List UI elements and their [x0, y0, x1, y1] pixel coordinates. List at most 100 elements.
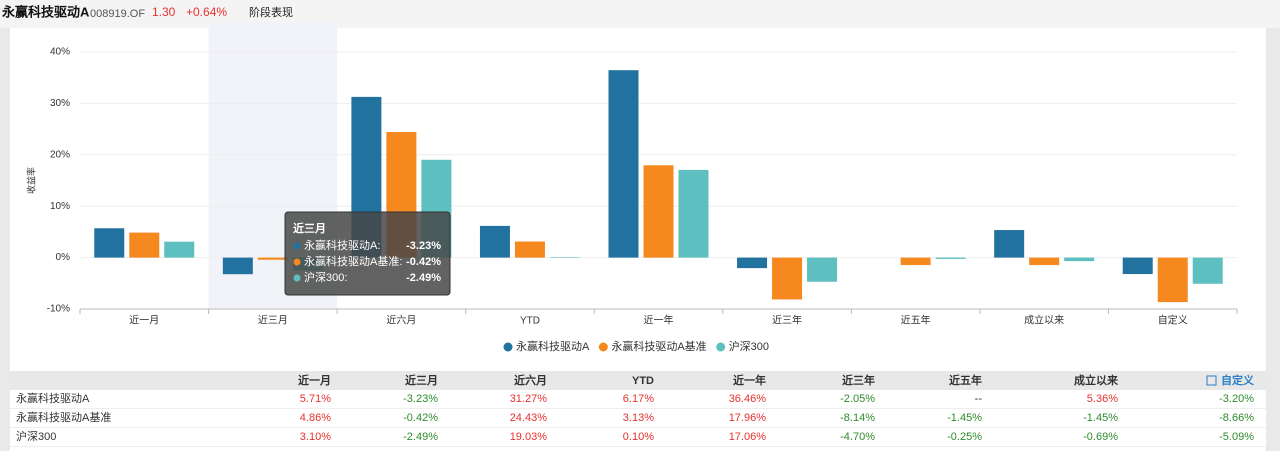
bar [164, 241, 195, 258]
tooltip-label: 永赢科技驱动A: [304, 238, 380, 252]
bar [1029, 257, 1060, 266]
tooltip-value: -0.42% [406, 256, 441, 268]
table-cell: 3.10% [300, 431, 331, 443]
tooltip-title: 近三月 [293, 221, 326, 235]
table-row-name: 沪深300 [16, 429, 56, 443]
x-tick-label: YTD [520, 316, 540, 327]
y-axis-label: 收益率 [25, 167, 36, 194]
bar [549, 257, 580, 258]
table-cell: -1.45% [1083, 412, 1118, 424]
table-cell: 17.96% [729, 412, 767, 424]
bar [1192, 257, 1223, 284]
bar [807, 257, 838, 282]
table-cell: -2.49% [403, 431, 438, 443]
y-tick-label: 10% [50, 201, 70, 212]
table-header: 成立以来 [1074, 373, 1119, 387]
x-tick-label: 自定义 [1158, 314, 1188, 327]
table-cell: -5.09% [1219, 431, 1254, 443]
table-cell: -0.42% [403, 412, 438, 424]
table-cell: -0.25% [947, 431, 982, 443]
y-tick-label: -10% [47, 304, 70, 315]
table-cell: -8.66% [1219, 412, 1254, 424]
bar [678, 169, 709, 258]
x-tick-label: 近六月 [386, 314, 416, 327]
bar [1122, 257, 1153, 275]
bar [1157, 257, 1188, 303]
tooltip-value: -3.23% [406, 240, 441, 252]
x-tick-label: 近三年 [772, 314, 802, 327]
legend-label[interactable]: 永赢科技驱动A基准 [611, 339, 706, 353]
table-cell: 24.43% [510, 412, 548, 424]
table-row-name: 永赢科技驱动A [16, 391, 90, 405]
table-header-bg [10, 371, 1266, 390]
legend-label[interactable]: 沪深300 [729, 339, 769, 353]
tooltip-label: 永赢科技驱动A基准: [304, 254, 402, 268]
y-tick-label: 0% [56, 252, 71, 263]
table-header: 近一月 [298, 373, 331, 387]
bar [129, 232, 160, 258]
table-cell: 5.36% [1087, 393, 1118, 405]
table-header: 近三月 [405, 373, 438, 387]
bar [643, 165, 674, 258]
tab[interactable]: 阶段表现 [249, 5, 293, 19]
tooltip-marker [293, 258, 301, 266]
table-cell: 3.13% [623, 412, 654, 424]
table-cell: -1.45% [947, 412, 982, 424]
legend-marker [598, 342, 608, 352]
y-tick-label: 30% [50, 98, 70, 109]
bar [935, 257, 966, 259]
bar [772, 257, 803, 300]
table-header: 近三年 [842, 373, 875, 387]
legend-marker [503, 342, 513, 352]
x-tick-label: 近一月 [129, 314, 159, 327]
table-row-name: 永赢科技驱动A基准 [16, 410, 111, 424]
bar [257, 257, 288, 260]
tooltip-marker [293, 274, 301, 282]
table-cell: -3.23% [403, 393, 438, 405]
table-cell: 36.46% [729, 393, 767, 405]
table-header: YTD [632, 375, 654, 387]
table-cell: 6.17% [623, 393, 654, 405]
bar [1064, 257, 1095, 262]
table-header: 近六月 [514, 373, 547, 387]
tooltip-value: -2.49% [406, 272, 441, 284]
table-header[interactable]: 自定义 [1221, 373, 1255, 387]
table-cell: 5.71% [300, 393, 331, 405]
table-cell: -0.69% [1083, 431, 1118, 443]
tooltip-marker [293, 242, 301, 250]
table-cell: -3.20% [1219, 393, 1254, 405]
bar [737, 257, 768, 269]
bar [222, 257, 253, 275]
tooltip-box [284, 211, 451, 296]
bar [900, 257, 931, 266]
table-cell: -4.70% [840, 431, 875, 443]
fund-code: 008919.OF [90, 8, 145, 20]
nav: 1.30 [152, 5, 176, 19]
fund-title: 永赢科技驱动A [1, 4, 90, 19]
table-cell: 4.86% [300, 412, 331, 424]
x-tick-label: 近三月 [258, 314, 288, 327]
x-tick-label: 近一年 [644, 314, 674, 327]
bar [608, 70, 639, 258]
table-header: 近一年 [733, 373, 766, 387]
table-cell: -8.14% [840, 412, 875, 424]
legend-label[interactable]: 永赢科技驱动A [516, 339, 590, 353]
table-header: 近五年 [949, 373, 982, 387]
calendar-icon [1206, 375, 1217, 386]
legend-marker [716, 342, 726, 352]
bar [479, 225, 510, 258]
table-cell: 0.10% [623, 431, 654, 443]
table-cell: -2.05% [840, 393, 875, 405]
bar [94, 228, 125, 258]
tooltip-label: 沪深300: [304, 270, 347, 284]
table-cell: 17.06% [729, 431, 767, 443]
y-tick-label: 20% [50, 149, 70, 160]
bar [514, 241, 545, 258]
x-tick-label: 近五年 [901, 314, 931, 327]
table-cell: -- [975, 393, 983, 405]
x-tick-label: 成立以来 [1024, 314, 1064, 327]
bar [994, 230, 1025, 258]
